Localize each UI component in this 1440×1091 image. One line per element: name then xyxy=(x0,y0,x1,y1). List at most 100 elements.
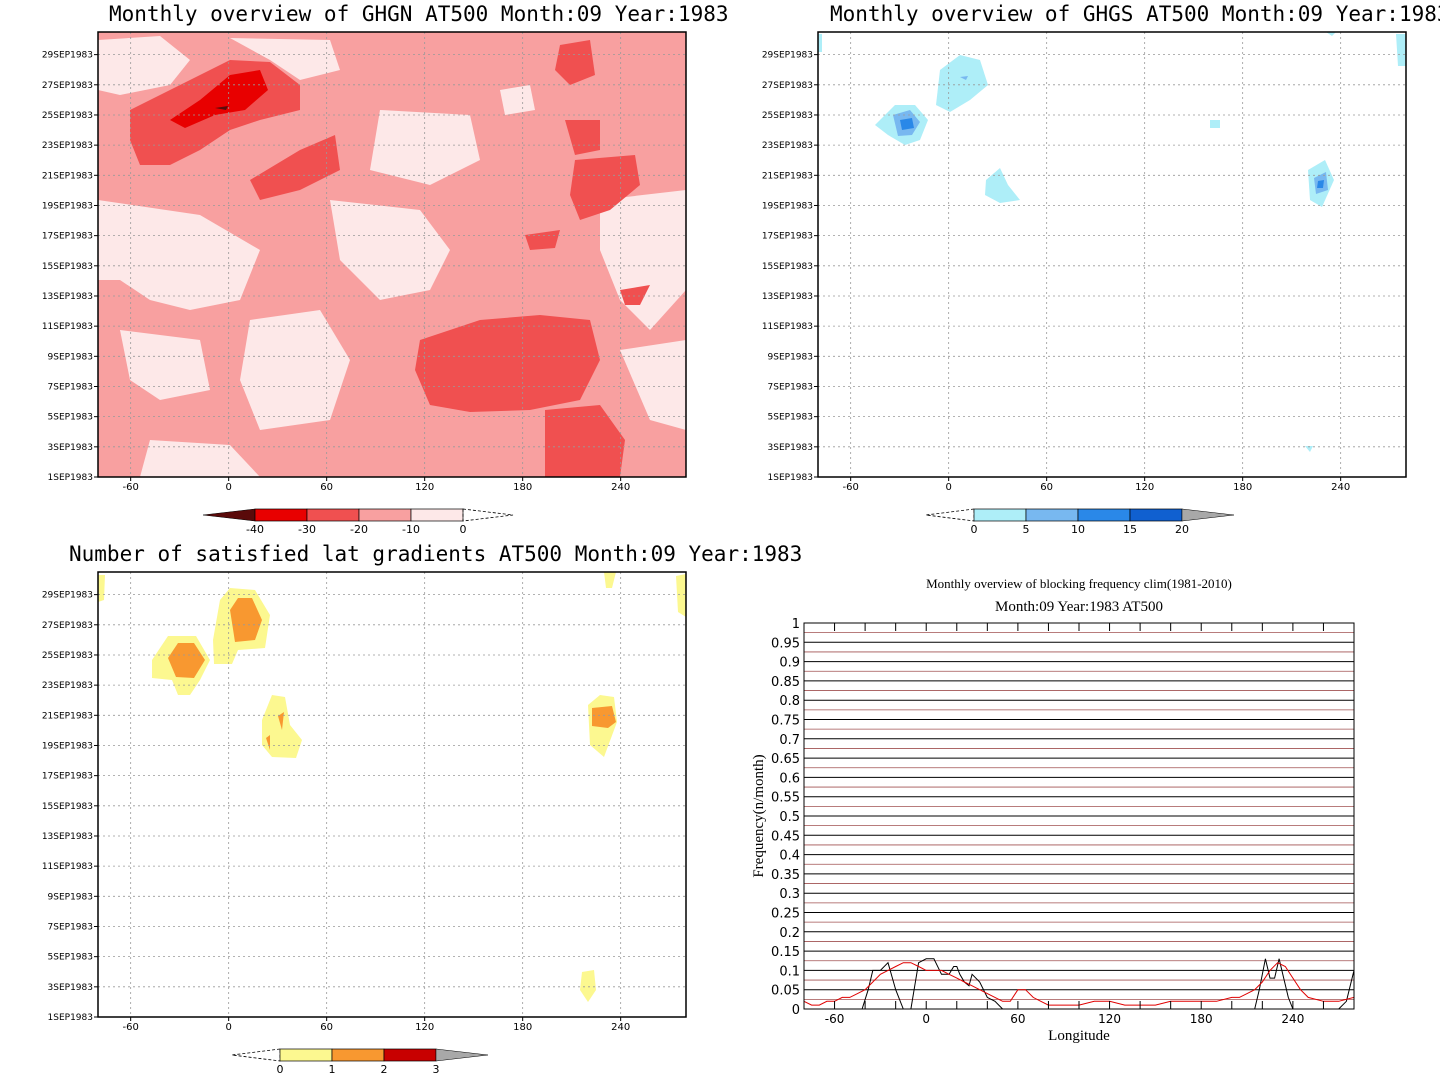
chart3-colorbar: 0 1 2 3 xyxy=(231,1048,489,1076)
y-tick-label: 23SEP1983 xyxy=(762,141,813,151)
colorbar-extend-low xyxy=(231,1048,281,1062)
chart4-ylabel: Frequency(n/month) xyxy=(751,754,767,877)
x-tick-label: 180 xyxy=(513,482,532,493)
chart2-grid xyxy=(818,32,1406,477)
y-tick-label: 0.4 xyxy=(779,849,800,864)
colorbar-box xyxy=(1025,508,1079,522)
y-tick-label: 21SEP1983 xyxy=(762,171,813,181)
chart1-plot-area xyxy=(98,32,686,477)
y-tick-label: 23SEP1983 xyxy=(42,141,93,151)
y-tick-label: 11SEP1983 xyxy=(42,862,93,872)
y-tick-label: 11SEP1983 xyxy=(42,322,93,332)
y-tick-label: 17SEP1983 xyxy=(42,232,93,242)
y-tick-label: 0.75 xyxy=(771,714,800,729)
colorbar-extend-high xyxy=(435,1048,489,1062)
y-tick-label: 27SEP1983 xyxy=(42,621,93,631)
colorbar-box xyxy=(1077,508,1131,522)
colorbar-label: 1 xyxy=(329,1063,336,1076)
y-tick-label: 0 xyxy=(792,1003,800,1018)
y-tick-label: 21SEP1983 xyxy=(42,711,93,721)
colorbar-box xyxy=(331,1048,385,1062)
y-tick-label: 25SEP1983 xyxy=(762,111,813,121)
y-tick-label: 1SEP1983 xyxy=(48,473,93,483)
colorbar-extend-low xyxy=(202,508,256,522)
y-tick-label: 5SEP1983 xyxy=(48,953,93,963)
y-tick-label: 9SEP1983 xyxy=(768,352,813,362)
x-tick-label: 60 xyxy=(320,1022,333,1033)
y-tick-label: 15SEP1983 xyxy=(762,262,813,272)
chart1-contours-light xyxy=(98,36,686,477)
colorbar-label: -20 xyxy=(350,523,368,536)
chart4-subtitle: Monthly overview of blocking frequency c… xyxy=(926,576,1232,591)
y-tick-label: 29SEP1983 xyxy=(42,591,93,601)
x-tick-label: 240 xyxy=(1281,1012,1304,1026)
x-tick-label: -60 xyxy=(122,1022,138,1033)
chart2-frame xyxy=(817,31,1407,478)
x-tick-label: 120 xyxy=(415,1022,434,1033)
x-tick-label: 60 xyxy=(1010,1012,1025,1026)
colorbar-box xyxy=(383,1048,437,1062)
y-tick-label: 15SEP1983 xyxy=(42,802,93,812)
colorbar-label: -10 xyxy=(402,523,420,536)
x-tick-label: 120 xyxy=(415,482,434,493)
colorbar-label: 2 xyxy=(381,1063,388,1076)
colorbar-box xyxy=(358,508,412,522)
chart3-plot-area xyxy=(98,572,686,1017)
y-tick-label: 29SEP1983 xyxy=(762,51,813,61)
y-tick-label: 0.8 xyxy=(779,694,800,709)
y-tick-label: 0.25 xyxy=(771,907,800,922)
y-tick-label: 9SEP1983 xyxy=(48,892,93,902)
colorbar-label: 0 xyxy=(971,523,978,536)
x-tick-label: 0 xyxy=(225,482,231,493)
y-tick-label: 7SEP1983 xyxy=(48,922,93,932)
colorbar-box xyxy=(410,508,464,522)
chart3-axis-ticks: -60 0 60 120 180 240 1SEP1983 3SEP1983 5SEP1983 7… xyxy=(42,591,630,1033)
x-tick-label: 180 xyxy=(1233,482,1252,493)
colorbar-label: 10 xyxy=(1071,523,1085,536)
colorbar-box xyxy=(973,508,1027,522)
y-tick-label: 0.7 xyxy=(779,733,800,748)
x-tick-label: 0 xyxy=(945,482,951,493)
chart1-axis-ticks: -60 0 60 120 180 240 1SEP1983 3SEP1983 5SEP1983 7… xyxy=(42,51,630,493)
y-tick-label: 0.2 xyxy=(779,926,800,941)
chart2-axis-ticks: -60 0 60 120 180 240 1SEP1983 3SEP1983 5SEP1983 7… xyxy=(762,51,1350,493)
x-tick-label: 240 xyxy=(1331,482,1350,493)
y-tick-label: 17SEP1983 xyxy=(42,772,93,782)
x-tick-label: 180 xyxy=(1190,1012,1213,1026)
y-tick-label: 0.55 xyxy=(771,791,800,806)
series-line-red xyxy=(804,962,1354,1006)
colorbar-extend-high xyxy=(1181,508,1235,522)
x-tick-label: -60 xyxy=(825,1012,845,1026)
x-tick-label: 60 xyxy=(320,482,333,493)
chart4-xlabel: Longitude xyxy=(1048,1028,1110,1044)
y-tick-label: 0.15 xyxy=(771,945,800,960)
y-tick-label: 1SEP1983 xyxy=(48,1013,93,1023)
chart1-grid xyxy=(98,32,686,477)
y-tick-label: 13SEP1983 xyxy=(762,292,813,302)
y-tick-label: 13SEP1983 xyxy=(42,832,93,842)
y-tick-label: 25SEP1983 xyxy=(42,651,93,661)
x-tick-label: 120 xyxy=(1135,482,1154,493)
x-tick-label: 240 xyxy=(611,482,630,493)
chart2-plot-area xyxy=(818,32,1406,477)
x-tick-label: -60 xyxy=(842,482,858,493)
x-tick-label: -60 xyxy=(122,482,138,493)
y-tick-label: 25SEP1983 xyxy=(42,111,93,121)
y-tick-label: 15SEP1983 xyxy=(42,262,93,272)
colorbar-box xyxy=(306,508,360,522)
x-tick-label: 180 xyxy=(513,1022,532,1033)
y-tick-label: 1SEP1983 xyxy=(768,473,813,483)
y-tick-label: 0.95 xyxy=(771,636,800,651)
x-tick-label: 120 xyxy=(1098,1012,1121,1026)
y-tick-label: 21SEP1983 xyxy=(42,171,93,181)
colorbar-label: 0 xyxy=(277,1063,284,1076)
y-tick-label: 0.45 xyxy=(771,829,800,844)
colorbar-label: 3 xyxy=(433,1063,440,1076)
x-tick-label: 0 xyxy=(922,1012,930,1026)
chart4-grid xyxy=(804,622,1354,1010)
chart4-title: Month:09 Year:1983 AT500 xyxy=(995,599,1163,615)
y-tick-label: 19SEP1983 xyxy=(42,741,93,751)
y-tick-label: 0.35 xyxy=(771,868,800,883)
y-tick-label: 0.6 xyxy=(779,771,800,786)
